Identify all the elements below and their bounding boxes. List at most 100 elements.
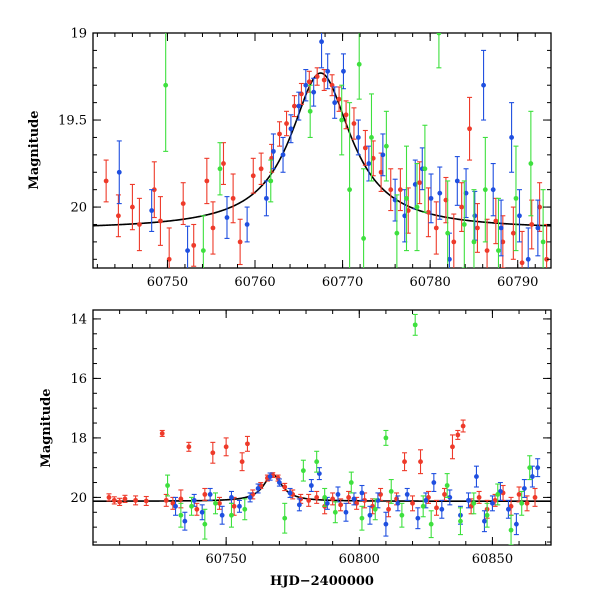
data-point-blue	[380, 133, 386, 177]
data-point-green	[444, 473, 450, 498]
data-point-blue	[428, 173, 434, 224]
data-point-blue	[431, 473, 437, 493]
x-tick-label: 60790	[497, 275, 538, 290]
data-point-blue	[359, 484, 365, 501]
data-point-green	[519, 490, 525, 516]
data-point-green	[482, 136, 488, 243]
data-point-red	[115, 194, 121, 238]
data-point-red	[111, 496, 117, 505]
x-tick-label: 60770	[322, 275, 363, 290]
data-point-blue	[308, 479, 314, 493]
data-point-green	[202, 508, 208, 540]
data-point-red	[284, 110, 290, 137]
data-point-green	[307, 84, 313, 138]
data-point-red	[133, 495, 139, 506]
data-point-blue	[332, 86, 338, 119]
x-tick-label: 60750	[147, 275, 188, 290]
data-point-blue	[316, 467, 322, 481]
data-point-red	[239, 452, 245, 472]
data-point-green	[412, 313, 418, 336]
y-tick-label: 20	[70, 491, 87, 506]
data-point-blue	[439, 499, 445, 519]
x-tick-label: 60780	[409, 275, 450, 290]
data-point-blue	[454, 156, 460, 206]
data-point-green	[228, 502, 234, 528]
data-point-red	[351, 107, 357, 140]
data-point-red	[336, 86, 342, 112]
data-point-blue	[473, 465, 479, 488]
data-point-red	[346, 490, 352, 504]
data-point-blue	[247, 492, 253, 503]
data-point-red	[449, 434, 455, 460]
data-point-green	[348, 471, 354, 494]
y-tick-label: 20	[70, 201, 87, 216]
data-point-blue	[335, 486, 341, 503]
data-point-red	[180, 182, 186, 226]
data-point-blue	[505, 499, 511, 519]
data-point-blue	[437, 166, 443, 220]
y-tick-label: 14	[70, 312, 87, 327]
data-point-green	[420, 495, 426, 518]
data-point-green	[428, 510, 434, 539]
data-point-green	[314, 450, 320, 473]
data-point-red	[306, 70, 312, 93]
bottom-y-axis-label: Magnitude	[39, 388, 54, 467]
y-tick-label: 19.5	[58, 114, 87, 129]
x-tick-label: 60850	[472, 552, 513, 567]
data-point-red	[216, 496, 222, 510]
data-point-green	[404, 145, 410, 252]
data-point-red	[418, 449, 424, 475]
data-point-green	[508, 514, 514, 545]
data-point-green	[178, 502, 184, 528]
y-tick-label: 16	[70, 372, 87, 387]
data-point-red	[510, 206, 516, 260]
data-point-red	[210, 201, 216, 255]
data-point-red	[410, 495, 416, 512]
data-point-blue	[395, 495, 401, 512]
bottom-data-layer	[93, 313, 551, 545]
data-point-red	[157, 196, 163, 246]
data-point-red	[223, 437, 229, 457]
data-point-red	[378, 487, 384, 501]
data-point-red	[166, 227, 172, 268]
fit-curve	[93, 473, 551, 503]
bottom-ticks: 60750 60800 60850 14 16 18 20	[70, 310, 551, 567]
data-point-red	[202, 487, 208, 501]
data-point-green	[527, 455, 533, 481]
data-point-green	[471, 189, 477, 268]
data-point-red	[204, 157, 210, 205]
data-point-red	[493, 197, 499, 245]
data-point-blue	[236, 499, 242, 513]
data-point-green	[414, 163, 420, 252]
data-point-red	[397, 168, 403, 212]
data-point-red	[244, 435, 250, 452]
data-point-red	[532, 487, 538, 507]
data-point-red	[474, 203, 480, 253]
data-point-red	[151, 161, 157, 219]
data-point-green	[189, 496, 195, 516]
data-point-green	[322, 487, 328, 507]
data-point-blue	[270, 133, 276, 170]
data-point-blue	[244, 206, 250, 243]
data-point-red	[159, 429, 165, 437]
data-point-red	[306, 493, 312, 507]
data-point-red	[516, 486, 522, 503]
data-point-red	[519, 230, 525, 268]
data-point-green	[495, 483, 501, 506]
data-point-green	[165, 474, 171, 497]
top-data-layer	[93, 33, 551, 268]
data-point-blue	[199, 504, 205, 521]
data-point-red	[103, 159, 109, 203]
data-point-red	[314, 490, 320, 504]
data-point-green	[436, 33, 442, 69]
data-point-blue	[207, 487, 213, 501]
data-point-red	[210, 441, 216, 464]
data-point-green	[361, 168, 367, 268]
data-point-green	[268, 159, 274, 203]
data-point-green	[495, 197, 501, 268]
data-point-blue	[311, 77, 317, 107]
x-tick-label: 60750	[205, 552, 246, 567]
data-point-green	[540, 189, 546, 268]
data-point-green	[339, 84, 345, 156]
data-point-green	[212, 492, 218, 515]
